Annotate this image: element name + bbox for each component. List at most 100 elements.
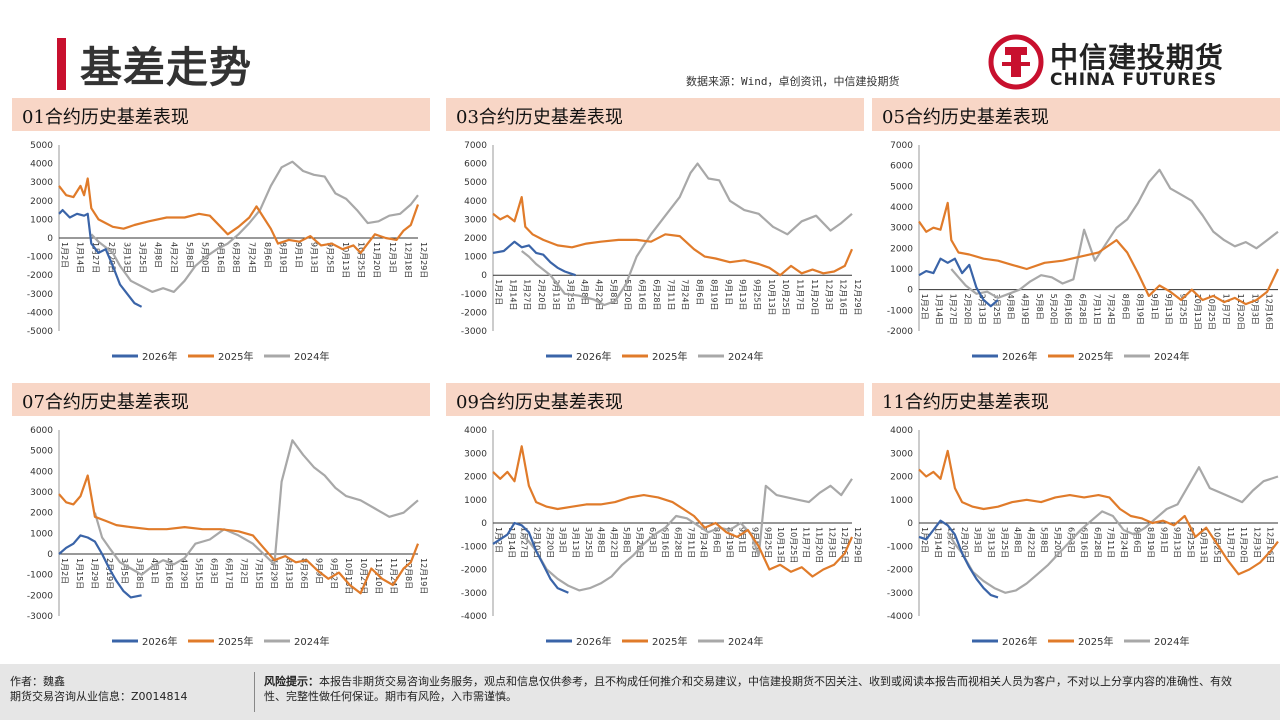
y-tick-label: -1000 (27, 571, 53, 581)
y-tick-label: 1000 (464, 496, 487, 506)
x-tick-label: 9月25日 (763, 527, 772, 558)
page-title: 基差走势 (80, 43, 253, 92)
license-number: 期货交易咨询从业信息：Z0014814 (10, 690, 188, 703)
x-tick-label: 6月3日 (648, 527, 657, 553)
y-tick-label: 3000 (30, 488, 53, 498)
x-tick-label: 4月8日 (580, 279, 589, 305)
y-tick-label: 0 (47, 550, 53, 560)
x-tick-label: 10月13日 (1193, 294, 1202, 330)
x-tick-label: 7月24日 (1107, 294, 1116, 325)
x-tick-label: 4月8日 (1013, 527, 1022, 553)
x-tick-label: 3月25日 (584, 527, 593, 558)
company-logo: 中信建投期货 CHINA FUTURES (988, 34, 1228, 92)
y-tick-label: 4000 (890, 426, 913, 436)
x-tick-label: 1月27日 (947, 527, 956, 558)
logo-chinese-name: 中信建投期货 (1050, 41, 1225, 74)
data-source-note: 数据来源：Wind，卓创资讯，中信建投期货 (686, 75, 900, 88)
x-tick-label: 12月3日 (388, 242, 397, 273)
x-tick-label: 8月6日 (712, 527, 721, 553)
y-tick-label: 3000 (890, 224, 913, 234)
y-tick-label: -3000 (461, 589, 487, 599)
series-line-2024年 (520, 478, 853, 592)
y-tick-label: 0 (47, 234, 53, 244)
y-tick-label: 2000 (890, 244, 913, 254)
x-tick-label: 4月19日 (1021, 294, 1030, 325)
x-tick-label: 9月25日 (1186, 527, 1195, 558)
x-tick-label: 9月22日 (329, 558, 338, 589)
x-tick-label: 1月15日 (75, 558, 84, 589)
y-tick-label: 2000 (464, 234, 487, 244)
x-tick-label: 3月13日 (122, 242, 131, 273)
x-tick-label: 9月25日 (752, 279, 761, 310)
x-tick-label: 10月27日 (359, 558, 368, 594)
x-tick-label: 11月20日 (372, 242, 381, 278)
x-tick-label: 11月7日 (802, 527, 811, 558)
x-tick-label: 12月29日 (419, 242, 428, 278)
x-tick-label: 10月25日 (1207, 294, 1216, 330)
x-tick-label: 1月27日 (91, 242, 100, 273)
y-tick-label: 4000 (30, 160, 53, 170)
series-line-2026年 (58, 208, 143, 308)
x-tick-label: 6月16日 (638, 279, 647, 310)
y-tick-label: -3000 (887, 589, 913, 599)
series-line-2024年 (521, 162, 853, 307)
panel-header: 11合约历史基差表现 (872, 383, 1280, 416)
y-tick-label: 6000 (30, 426, 53, 436)
x-tick-label: 4月1日 (150, 558, 159, 584)
author-info: 作者：魏鑫 期货交易咨询从业信息：Z0014814 (10, 674, 188, 704)
x-tick-label: 10月13日 (1199, 527, 1208, 563)
x-tick-label: 7月24日 (247, 242, 256, 273)
x-tick-label: 12月3日 (824, 279, 833, 310)
y-tick-label: 3000 (464, 215, 487, 225)
panel-header: 07合约历史基差表现 (12, 383, 430, 416)
x-tick-label: 7月11日 (666, 279, 675, 310)
chart-panel-11: 11合约历史基差表现 4000 3000 2000 1000 0 -1000 -2000 -3… (872, 383, 1280, 663)
risk-text: 本报告非期货交易咨询业务服务，观点和信息仅供参考，且不构成任何推介和交易建议，中… (264, 675, 1232, 703)
x-tick-label: 12月29日 (853, 527, 862, 563)
x-tick-label: 12月3日 (1252, 527, 1261, 558)
x-tick-label: 12月3日 (827, 527, 836, 558)
risk-disclaimer: 风险提示：本报告非期货交易咨询业务服务，观点和信息仅供参考，且不构成任何推介和交… (264, 674, 1244, 704)
series-line-2026年 (918, 519, 999, 599)
y-tick-label: -5000 (27, 327, 53, 337)
legend-label: 2025年 (218, 635, 253, 648)
panel-header: 03合约历史基差表现 (446, 98, 864, 131)
x-tick-label: 7月24日 (699, 527, 708, 558)
y-tick-label: 6000 (464, 160, 487, 170)
x-tick-label: 8月6日 (1121, 294, 1130, 320)
x-tick-label: 5月8日 (1035, 294, 1044, 320)
x-tick-label: 3月25日 (992, 294, 1001, 325)
legend-label: 2025年 (652, 350, 687, 363)
x-tick-label: 6月28日 (232, 242, 241, 273)
y-tick-label: 5000 (30, 141, 53, 151)
series-line-2025年 (918, 449, 1279, 576)
y-tick-label: 0 (481, 519, 487, 529)
x-tick-label: 8月13日 (284, 558, 293, 589)
y-tick-label: 0 (907, 519, 913, 529)
y-tick-label: 4000 (464, 197, 487, 207)
x-tick-label: 10月13日 (767, 279, 776, 315)
y-tick-label: 3000 (464, 449, 487, 459)
x-tick-label: 1月2日 (60, 558, 69, 584)
x-tick-label: 9月1日 (1150, 294, 1159, 320)
x-tick-label: 6月28日 (674, 527, 683, 558)
x-tick-label: 6月3日 (210, 558, 219, 584)
x-tick-label: 6月28日 (1078, 294, 1087, 325)
x-tick-label: 3月13日 (986, 527, 995, 558)
y-tick-label: 4000 (890, 203, 913, 213)
chart-title: 09合约历史基差表现 (456, 392, 623, 413)
footer: 作者：魏鑫 期货交易咨询从业信息：Z0014814 风险提示：本报告非期货交易咨… (0, 664, 1280, 720)
y-tick-label: 5000 (464, 178, 487, 188)
chart-title: 05合约历史基差表现 (882, 107, 1049, 128)
y-tick-label: -2000 (27, 271, 53, 281)
basis-chart-11: 4000 3000 2000 1000 0 -1000 -2000 -3000 -4000 1月2… (887, 426, 1280, 648)
x-tick-label: 5月8日 (185, 242, 194, 268)
x-tick-label: 2月10日 (532, 527, 541, 558)
x-tick-label: 4月8日 (597, 527, 606, 553)
basis-chart-05: 7000 6000 5000 4000 3000 2000 1000 0 -1000 -2000 1… (887, 141, 1280, 363)
y-tick-label: 1000 (30, 529, 53, 539)
x-tick-label: 4月16日 (165, 558, 174, 589)
y-tick-label: -3000 (461, 327, 487, 337)
series-line-2026年 (918, 257, 999, 308)
x-tick-label: 2月20日 (107, 242, 116, 273)
